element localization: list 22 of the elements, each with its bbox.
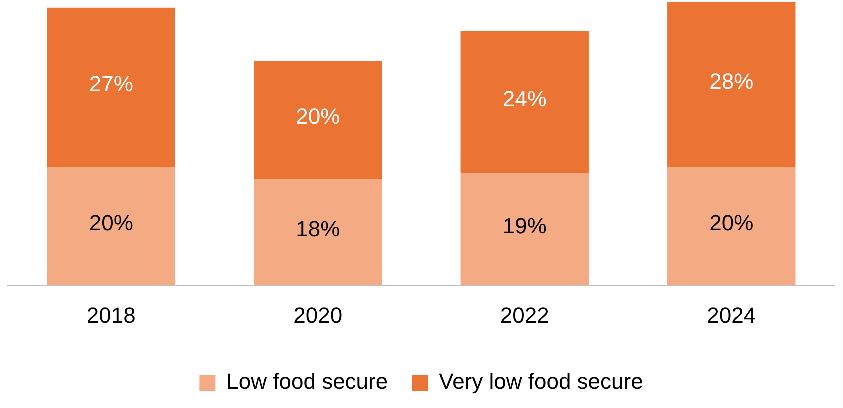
x-tick-label: 2022 — [500, 302, 550, 328]
bar — [460, 32, 589, 174]
x-tick-label: 2024 — [707, 302, 756, 328]
x-tick-label: 2018 — [86, 302, 136, 328]
data-label: 20% — [710, 210, 754, 236]
bar — [254, 61, 382, 180]
data-label: 20% — [296, 104, 340, 130]
data-label: 28% — [710, 68, 754, 94]
bar — [254, 179, 382, 286]
bar — [668, 2, 796, 168]
data-label: 18% — [296, 216, 340, 242]
bar — [460, 173, 589, 286]
x-tick-label: 2020 — [294, 302, 343, 328]
legend-label: Very low food secure — [439, 369, 644, 394]
bar — [668, 167, 796, 286]
data-label: 20% — [89, 210, 134, 236]
data-label: 24% — [502, 86, 547, 112]
bar — [47, 167, 176, 286]
data-label: 19% — [502, 214, 547, 239]
data-label: 27% — [89, 72, 134, 97]
legend-label: Low food secure — [226, 369, 388, 394]
bar — [47, 8, 176, 168]
